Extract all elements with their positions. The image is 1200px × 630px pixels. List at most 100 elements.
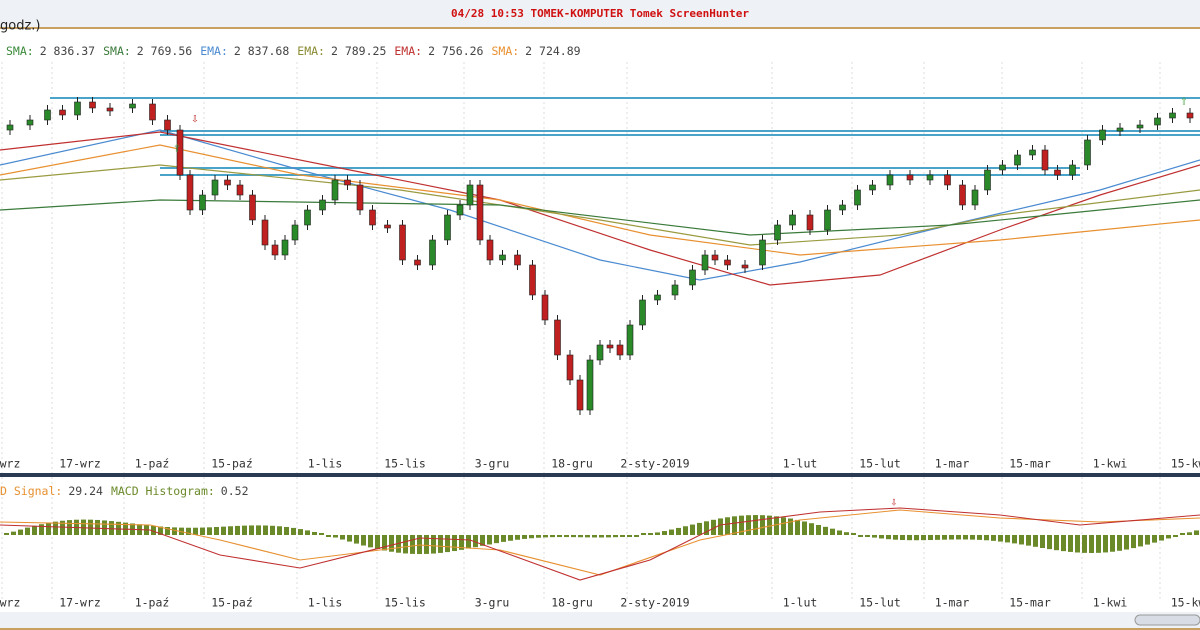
x-tick-label: 2-sty-2019 xyxy=(620,596,689,610)
histogram-bar xyxy=(326,535,331,537)
candle-body xyxy=(291,224,299,241)
candle-body xyxy=(399,224,406,261)
candle-body xyxy=(514,254,521,266)
histogram-bar xyxy=(221,526,226,535)
candle-body xyxy=(129,103,136,109)
candle-body xyxy=(74,101,81,116)
histogram-bar xyxy=(1075,535,1080,553)
histogram-bar xyxy=(676,527,681,535)
histogram-bar xyxy=(816,524,821,535)
histogram-bar xyxy=(928,535,933,541)
histogram-bar xyxy=(935,535,940,540)
histogram-bar xyxy=(410,535,415,554)
histogram-bar xyxy=(1033,535,1038,547)
histogram-bar xyxy=(473,535,478,548)
histogram-bar xyxy=(515,535,520,540)
histogram-bar xyxy=(634,535,639,537)
histogram-bar xyxy=(655,532,660,535)
x-tick-label: 15-mar xyxy=(1009,457,1051,471)
candle-body xyxy=(1154,117,1161,126)
histogram-bar xyxy=(942,535,947,540)
histogram-bar xyxy=(956,535,961,540)
histogram-bar xyxy=(256,525,261,535)
candle-body xyxy=(281,239,289,256)
histogram-bar xyxy=(683,526,688,535)
histogram-bar xyxy=(900,535,905,541)
candle-body xyxy=(806,214,814,231)
candle-body xyxy=(711,254,719,261)
x-tick-label: 17-wrz xyxy=(59,457,101,471)
histogram-bar xyxy=(851,533,856,535)
scrollbar-thumb[interactable] xyxy=(1134,614,1200,626)
candle-body xyxy=(774,224,781,241)
histogram-bar xyxy=(704,521,709,535)
histogram-bar xyxy=(837,530,842,535)
histogram-bar xyxy=(858,535,863,537)
candle-body xyxy=(984,169,991,191)
candle-body xyxy=(476,184,484,241)
x-tick-label: 15-lis xyxy=(384,596,426,610)
candle-body xyxy=(959,184,966,206)
candle-body xyxy=(106,107,114,112)
candle-body xyxy=(586,359,594,411)
candle-body xyxy=(176,129,184,176)
macd-lines xyxy=(0,507,1200,581)
histogram-bar xyxy=(249,525,254,535)
candle-body xyxy=(824,209,831,231)
sell-arrow: ⇩ xyxy=(191,112,199,127)
histogram-bar xyxy=(991,535,996,541)
candle-body xyxy=(224,179,231,186)
histogram-bar xyxy=(795,519,800,535)
candle-body xyxy=(344,179,351,186)
window-title: 04/28 10:53 TOMEK-KOMPUTER Tomek ScreenH… xyxy=(451,7,749,20)
x-tick-label: 17-wrz xyxy=(59,596,101,610)
x-tick-label: 3-gru xyxy=(475,457,510,471)
histogram-bar xyxy=(1180,533,1185,535)
histogram-bar xyxy=(809,523,814,535)
histogram-bar xyxy=(375,535,380,550)
candle-body xyxy=(576,379,584,411)
histogram-bar xyxy=(970,535,975,540)
candle-body xyxy=(724,259,731,266)
candle-body xyxy=(186,174,194,211)
histogram-bar xyxy=(697,522,702,535)
indicator-name: EMA: xyxy=(297,44,325,58)
histogram-bar xyxy=(32,525,37,535)
histogram-bar xyxy=(620,535,625,537)
x-tick-label: 15-paź xyxy=(211,596,253,610)
histogram-bar xyxy=(1117,535,1122,551)
candle-body xyxy=(999,164,1006,171)
histogram-bar xyxy=(193,527,198,535)
buy-arrow: ⇧ xyxy=(173,141,181,156)
candle-body xyxy=(839,204,846,211)
histogram-bar xyxy=(1187,532,1192,535)
histogram-bar xyxy=(627,535,632,537)
candle-body xyxy=(689,269,696,286)
histogram-bar xyxy=(305,530,310,535)
histogram-bar xyxy=(340,535,345,540)
histogram-bar xyxy=(606,535,611,538)
histogram-bar xyxy=(1026,535,1031,546)
x-tick-label: 1-paź xyxy=(135,596,170,610)
candle-body xyxy=(59,109,66,116)
x-tick-label: 15-lut xyxy=(859,457,901,471)
histogram-bar xyxy=(53,521,58,535)
histogram-bar xyxy=(585,535,590,538)
x-tick-label: 18-gru xyxy=(551,596,593,610)
histogram-bar xyxy=(487,535,492,545)
candle-body xyxy=(44,109,51,121)
histogram-bar xyxy=(445,535,450,553)
histogram-bar xyxy=(354,535,359,544)
x-axis: wrz 17-wrz 1-paź 15-paź 1-lis 15-lis 3-gru 18-g… xyxy=(0,596,1200,610)
histogram-bar xyxy=(1068,535,1073,552)
histogram-bar xyxy=(39,524,44,535)
histogram-bar xyxy=(109,521,114,535)
candle-body xyxy=(164,119,171,131)
histogram-bar xyxy=(1082,535,1087,553)
candle-body xyxy=(1186,112,1194,119)
histogram-bar xyxy=(242,525,247,535)
candles xyxy=(6,97,1194,415)
x-tick-label: 15-lut xyxy=(859,596,901,610)
candle-body xyxy=(199,194,206,211)
histogram-bar xyxy=(557,535,562,538)
